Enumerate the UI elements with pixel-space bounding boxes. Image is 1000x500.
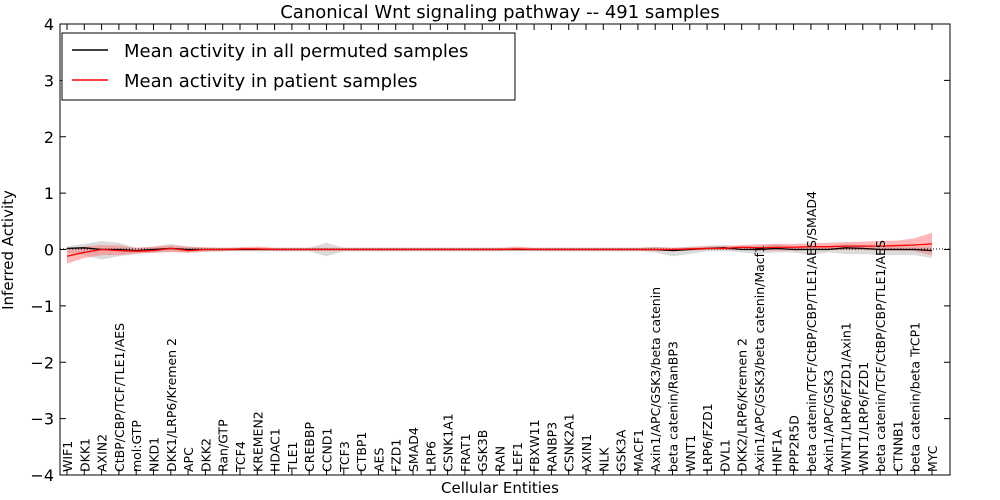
x-tick-label: LEF1: [510, 442, 525, 472]
bands-layer: [67, 232, 932, 264]
x-tick-label: DKK1: [77, 438, 92, 472]
x-tick-label: WIF1: [60, 441, 75, 472]
x-tick-label: KREMEN2: [250, 411, 265, 472]
x-tick-label: RANBP3: [544, 422, 559, 472]
x-tick-label: NLK: [596, 447, 611, 472]
y-axis-label: Inferred Activity: [0, 190, 17, 310]
band-patient: [67, 232, 932, 264]
x-tick-label: HDAC1: [268, 428, 283, 472]
x-tick-label: PPP2R5D: [787, 415, 802, 472]
x-tick-label: TLE1: [285, 442, 300, 473]
x-tick-label: FZD1: [389, 439, 404, 472]
x-tick-label: WNT1: [683, 435, 698, 472]
x-tick-label: CSNK1A1: [441, 413, 456, 472]
x-tick-label: MACF1: [631, 429, 646, 472]
x-tick-label: LRP6: [423, 441, 438, 472]
x-tick-label: AXIN2: [95, 434, 110, 472]
y-tick-label: 0: [44, 241, 54, 260]
x-tick-label: LRP6/FZD1: [700, 403, 715, 472]
x-tick-label: GSK3B: [475, 430, 490, 472]
x-tick-label: CTNNB1: [890, 420, 905, 472]
x-tick-label: Ran/GTP: [216, 419, 231, 472]
x-tick-label: TCF3: [337, 441, 352, 473]
x-tick-label: MYC: [925, 445, 940, 472]
x-axis: WIF1 DKK1 AXIN2 CtBP/CBP/TCF/TLE1/AES mol:GT…: [60, 24, 940, 475]
x-tick-label: GSK3A: [614, 429, 629, 472]
y-axis: 4 3 2 1 0 −1 −2 −3 −4: [30, 15, 950, 485]
x-tick-label: DKK2/LRP6/Kremen 2: [735, 338, 750, 472]
y-tick-label: −4: [30, 466, 54, 485]
legend-label-patient: Mean activity in patient samples: [124, 71, 418, 92]
x-tick-label: CSNK2A1: [562, 413, 577, 472]
x-tick-label: Axin1/APC/GSK3/beta catenin/Macf1: [752, 245, 767, 472]
x-tick-label: AES: [371, 448, 386, 472]
x-tick-label: AXIN1: [579, 434, 594, 472]
x-tick-label: NKD1: [147, 437, 162, 472]
legend-label-permuted: Mean activity in all permuted samples: [124, 41, 468, 62]
x-tick-label: mol:GTP: [129, 420, 144, 472]
x-tick-label: Axin1/APC/GSK3/beta catenin: [648, 287, 663, 472]
x-tick-label: beta catenin/beta TrCP1: [908, 322, 923, 472]
x-tick-label: WNT1/LRP6/FZD1: [856, 362, 871, 472]
x-tick-label: CTBP1: [354, 432, 369, 472]
x-tick-label: TCF4: [233, 441, 248, 473]
x-tick-label: APC: [181, 447, 196, 472]
y-tick-label: −3: [30, 410, 54, 429]
y-tick-label: −2: [30, 353, 54, 372]
x-tick-label: FBXW11: [527, 419, 542, 472]
y-tick-label: 4: [44, 15, 54, 34]
y-tick-label: −1: [30, 297, 54, 316]
chart-title: Canonical Wnt signaling pathway -- 491 s…: [280, 2, 720, 23]
y-tick-label: 1: [44, 184, 54, 203]
x-tick-label: HNF1A: [769, 429, 784, 472]
x-tick-label: CREBBP: [302, 422, 317, 472]
x-tick-label: CCND1: [320, 428, 335, 472]
x-tick-label: WNT1/LRP6/FZD1/Axin1: [839, 322, 854, 472]
x-tick-label: beta catenin/RanBP3: [666, 341, 681, 472]
lines-layer: [66, 243, 933, 257]
x-tick-label: RAN: [493, 446, 508, 472]
legend-frame: [61, 32, 516, 101]
y-tick-label: 2: [44, 128, 54, 147]
x-tick-label: DVL1: [717, 439, 732, 472]
x-tick-label: beta catenin/TCF/CtBP/CBP/TLE1/AES/SMAD4: [804, 191, 819, 472]
x-axis-label: Cellular Entities: [441, 479, 559, 497]
x-tick-label: DKK2: [198, 438, 213, 472]
x-tick-label: CtBP/CBP/TCF/TLE1/AES: [112, 323, 127, 472]
x-tick-label: DKK1/LRP6/Kremen 2: [164, 338, 179, 472]
x-tick-label: SMAD4: [406, 427, 421, 472]
y-tick-label: 3: [44, 71, 54, 90]
x-tick-label: Axin1/APC/GSK3: [821, 370, 836, 472]
x-tick-label: FRAT1: [458, 433, 473, 472]
legend: Mean activity in all permuted samples Me…: [61, 32, 516, 101]
series-line-patient: [66, 243, 933, 257]
x-tick-label: beta catenin/TCF/CtBP/CBP/TLE1/AES: [873, 240, 888, 472]
